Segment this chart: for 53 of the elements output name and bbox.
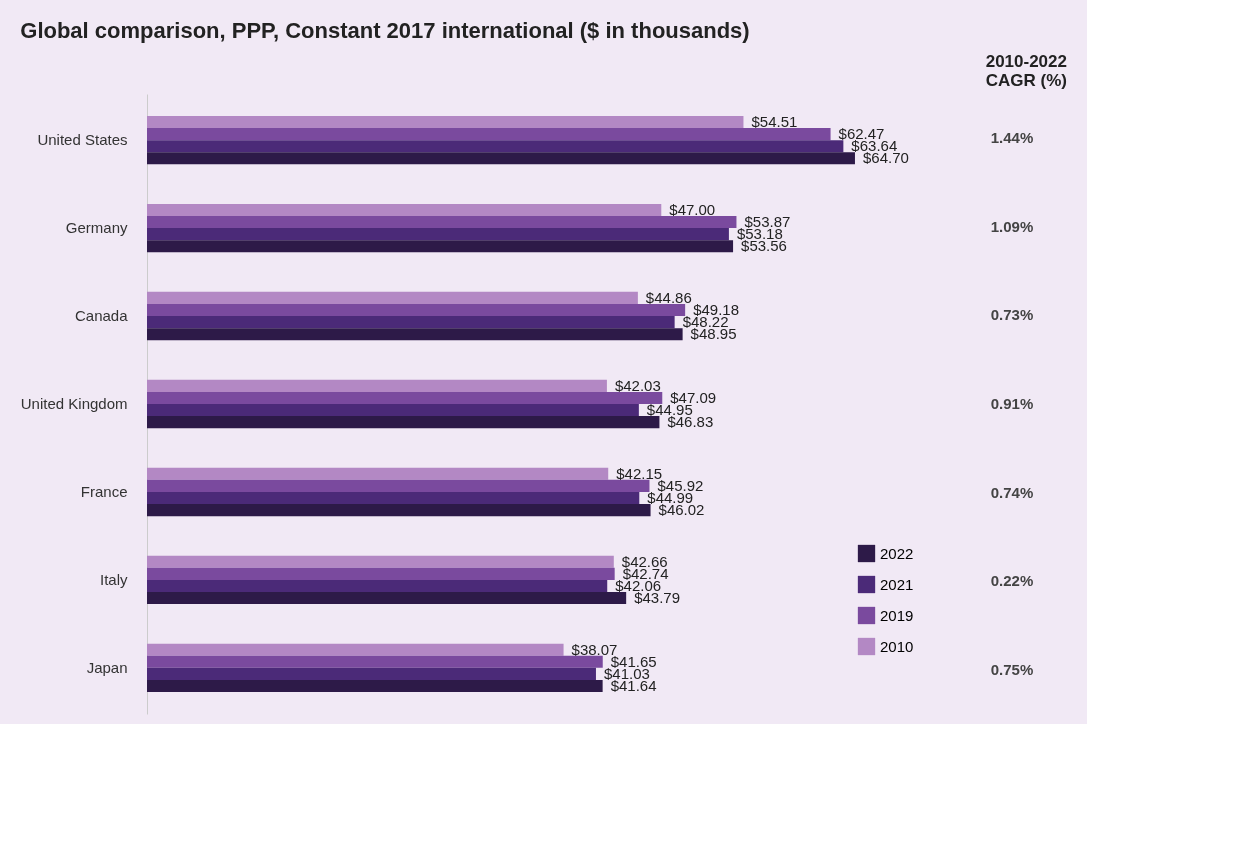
bar [147, 667, 596, 680]
bar [147, 479, 650, 492]
bar [147, 328, 683, 341]
y-tick-label: Japan [86, 658, 128, 676]
y-tick-label: Germany [65, 219, 128, 237]
text: 2010-2022 [985, 52, 1067, 71]
bar [147, 140, 844, 153]
bar [147, 291, 638, 304]
legend-label: 2021 [880, 575, 914, 593]
bar [147, 216, 737, 229]
bar [147, 567, 615, 580]
text: 1.44% [990, 129, 1034, 147]
y-tick-label: France [80, 482, 128, 500]
data-label: $54.51 [751, 113, 798, 131]
bar [147, 379, 607, 392]
bar [147, 240, 734, 253]
bar [147, 115, 744, 129]
bar [147, 203, 662, 217]
bar [147, 555, 614, 568]
y-tick-label: United Kingdom [20, 395, 128, 412]
y-tick-label: Italy [99, 570, 128, 588]
bar [147, 228, 729, 241]
data-label: $42.03 [614, 376, 661, 394]
y-tick-label: United States [37, 131, 128, 149]
bar [147, 491, 640, 505]
bar [147, 152, 855, 165]
data-label: $47.00 [669, 200, 716, 218]
text: 0.74% [990, 483, 1034, 501]
bar [147, 303, 686, 317]
text: 0.22% [990, 572, 1034, 590]
bar [147, 316, 675, 329]
text: CAGR (%) [985, 71, 1067, 90]
bar [147, 591, 627, 605]
bar [147, 504, 651, 517]
bar [147, 643, 564, 656]
y-tick-label: Canada [74, 307, 129, 325]
bar [147, 128, 831, 141]
bar [147, 391, 663, 404]
bar [147, 467, 609, 480]
bar [147, 679, 603, 693]
legend-label: 2010 [880, 637, 914, 655]
chart-title: Global comparison, PPP, Constant 2017 international ($ in thousands) [20, 18, 750, 43]
bar [147, 655, 603, 668]
bar [147, 579, 608, 592]
text: 0.73% [990, 306, 1034, 324]
legend-label: 2019 [880, 606, 914, 624]
bar [147, 416, 660, 429]
text: 1.09% [990, 217, 1034, 235]
text: 0.91% [990, 395, 1034, 412]
bar [147, 404, 639, 417]
legend-label: 2022 [880, 544, 914, 562]
text: 0.75% [990, 660, 1034, 678]
data-label: $44.86 [645, 288, 692, 306]
